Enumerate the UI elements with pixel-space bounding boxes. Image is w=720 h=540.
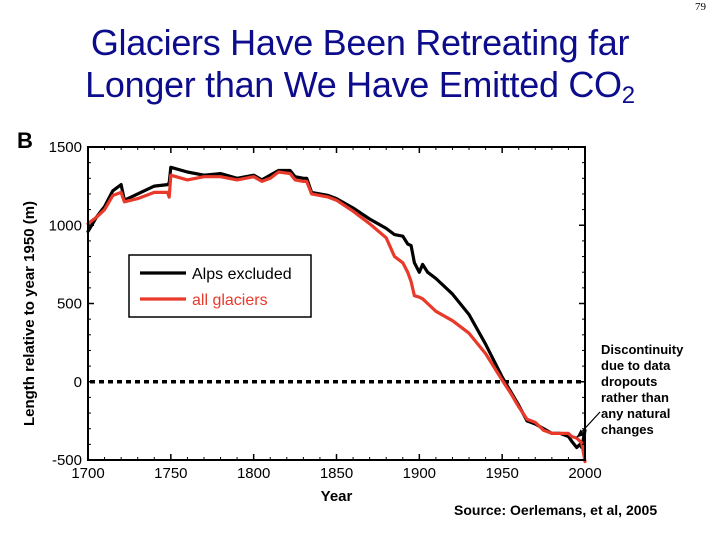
- annotation-line: any natural: [601, 406, 671, 421]
- x-tick-label: 1850: [320, 465, 353, 482]
- slide-title: Glaciers Have Been Retreating far Longer…: [0, 22, 720, 117]
- y-tick-label: 1000: [49, 217, 82, 234]
- y-tick-label: 1500: [49, 139, 82, 156]
- annotation-line: due to data: [601, 358, 671, 373]
- annotation-line: rather than: [601, 390, 669, 405]
- y-tick-label: -500: [52, 452, 82, 469]
- x-tick-label: 1950: [485, 465, 518, 482]
- x-tick-label: 1900: [403, 465, 436, 482]
- title-subscript: 2: [621, 82, 635, 109]
- annotation-arrowhead: [576, 429, 585, 438]
- annotation-line: Discontinuity: [601, 342, 684, 357]
- y-tick-label: 0: [74, 374, 82, 391]
- title-line-1: Glaciers Have Been Retreating far: [90, 22, 630, 63]
- x-tick-label: 2000: [568, 465, 601, 482]
- source-citation: Source: Oerlemans, et al, 2005: [454, 502, 658, 518]
- x-tick-label: 1800: [237, 465, 270, 482]
- x-tick-label: 1700: [71, 465, 104, 482]
- y-tick-label: 500: [57, 296, 82, 313]
- annotation-line: dropouts: [601, 374, 658, 389]
- slide-number: 79: [695, 1, 706, 13]
- discontinuity-annotation: Discontinuity due to data dropouts rathe…: [601, 342, 683, 438]
- series-line-all-glaciers: [86, 170, 587, 464]
- x-tick-label: 1750: [154, 465, 187, 482]
- x-axis-label: Year: [321, 488, 353, 505]
- legend-label-all-glaciers: all glaciers: [192, 292, 268, 309]
- annotation-line: changes: [601, 422, 654, 437]
- y-axis-label: Length relative to year 1950 (m): [21, 201, 38, 426]
- legend-label-alps-excluded: Alps excluded: [192, 266, 292, 283]
- title-line-2: Longer than We Have Emitted CO2: [0, 64, 720, 117]
- title-line-2-main: Longer than We Have Emitted CO: [85, 64, 622, 105]
- panel-label: B: [17, 128, 33, 153]
- legend-box: [128, 254, 312, 318]
